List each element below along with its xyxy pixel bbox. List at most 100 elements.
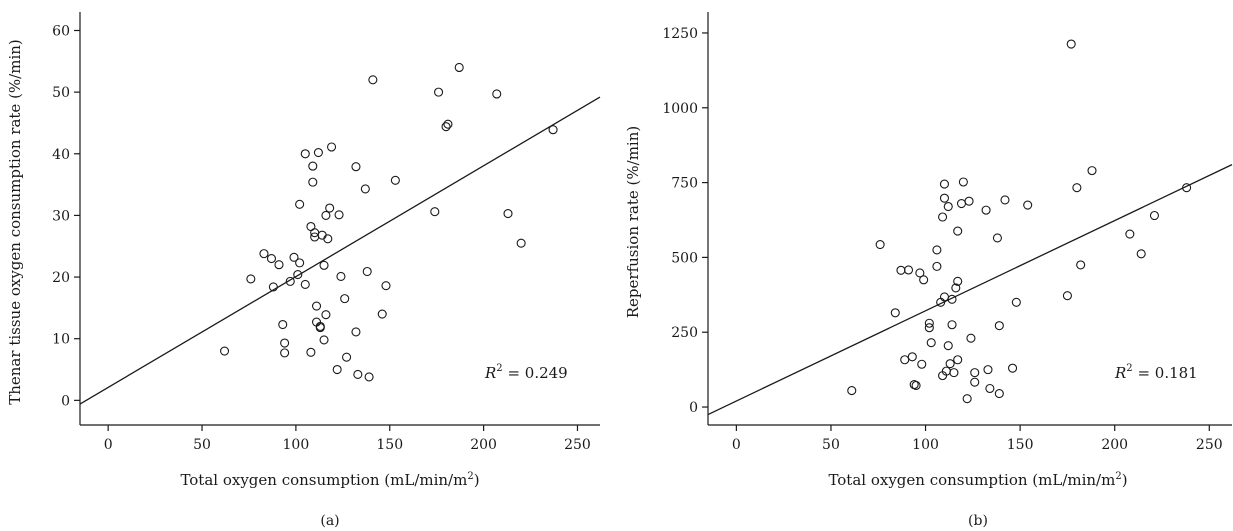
panel-b-data-point [896, 265, 906, 275]
panel-a-data-point [336, 271, 346, 281]
panel-a-data-point [313, 147, 323, 158]
panel-b-data-point [915, 268, 925, 278]
panel-a-x-tick-label: 200 [470, 437, 497, 453]
panel-a-data-point [334, 210, 344, 220]
panel-a-data-point [360, 184, 370, 194]
panel-a-data-point [362, 266, 372, 277]
panel-a-label: (a) [320, 513, 339, 529]
panel-a-data-point [300, 279, 310, 290]
panel-a-data-point [259, 249, 269, 259]
panel-a-data-point [492, 89, 502, 99]
panel-a-data-point [219, 346, 230, 356]
panel-b-data-point [847, 386, 857, 396]
panel-b-data-point [932, 261, 942, 271]
panel-a-x-tick-label: 150 [376, 437, 403, 453]
panel-b-x-tick-label: 100 [912, 437, 939, 453]
panel-b-data-point [900, 355, 910, 365]
panel-b-data-point [1072, 183, 1082, 193]
panel-b-label: (b) [968, 513, 988, 529]
panel-a-data-point [315, 323, 325, 333]
panel-b-data-point [970, 368, 980, 378]
panel-b-data-point [953, 276, 963, 286]
panel-a-data-point [353, 369, 363, 380]
panel-b-data-point [966, 333, 976, 343]
panel-a-data-point [321, 310, 331, 320]
panel-a-data-point [342, 352, 352, 362]
panel-b-x-tick-label: 0 [732, 437, 741, 453]
panel-b-data-point [994, 321, 1004, 331]
panel-a-data-point [368, 75, 378, 85]
panel-b-x-tick-label: 150 [1007, 437, 1034, 453]
panel-b-data-point [911, 380, 921, 391]
panel-b-data-point [953, 226, 963, 236]
panel-a-data-point [293, 270, 303, 280]
panel-b-data-point [1182, 183, 1192, 193]
panel-a-data-point [295, 199, 305, 209]
panel-a-data-point [390, 175, 400, 185]
panel-a-y-tick-label: 50 [52, 85, 70, 101]
panel-a-data-point [503, 209, 513, 219]
panel-b-data-point [943, 341, 953, 351]
panel-a-data-point [308, 177, 318, 187]
panel-a-data-point [332, 364, 342, 375]
panel-b-data-point [1066, 39, 1076, 49]
panel-a-x-tick-label: 250 [564, 437, 591, 453]
panel-b-data-point [939, 193, 950, 203]
panel-a-data-point [308, 161, 318, 171]
panel-a-data-point [364, 372, 374, 382]
panel-b-data-point [985, 383, 995, 394]
panel-b-x-tick-label: 250 [1196, 437, 1223, 453]
panel-b-data-point [983, 365, 993, 375]
panel-b-regression-line [707, 164, 1233, 416]
panel-b-data-point [956, 198, 967, 209]
panel-b-data-point [1000, 195, 1010, 205]
panel-a-y-tick-label: 10 [52, 332, 70, 348]
panel-a-data-point [377, 309, 387, 319]
panel-a-data-point [321, 210, 331, 220]
panel-b-x-tick-label: 200 [1101, 437, 1128, 453]
panel-a-data-point [351, 162, 361, 172]
panel-a-x-tick-label: 50 [193, 437, 211, 453]
panel-a-x-tick-label: 0 [104, 437, 113, 453]
panel-b-y-axis-title: Reperfusion rate (%/min) [624, 126, 642, 318]
panel-b-data-point [949, 368, 959, 378]
panel-b-data-point [907, 352, 917, 362]
panel-b-data-point [994, 389, 1004, 399]
panel-a-plot-area: 0 50 100 150 200 250 0 10 20 30 40 50 60 [52, 12, 601, 453]
panel-b-data-point [947, 294, 957, 304]
panel-b-data-point [992, 233, 1002, 243]
panel-b-y-tick-label: 500 [671, 250, 698, 266]
panel-b-data-point [1008, 363, 1018, 373]
panel-a-data-point [441, 122, 451, 132]
panel-a-data-point [323, 234, 333, 244]
panel-a-data-point [295, 258, 305, 268]
panel-a-data-point [274, 260, 284, 270]
panel-a-data-point [381, 281, 391, 291]
panel-b-data-point [953, 355, 963, 365]
panel-b-data-point [926, 338, 936, 348]
panel-b-data-point [981, 205, 991, 215]
panel-a-y-tick-label: 0 [61, 393, 70, 409]
panel-b-x-axis-title: Total oxygen consumption (mL/min/m2) [828, 471, 1127, 489]
panel-b-scatter-plot: 0 50 100 150 200 250 0 250 500 750 1000 1250 Reperf… [624, 12, 1233, 529]
panel-a-data-point [311, 301, 322, 311]
panel-b-data-point [939, 179, 950, 189]
panel-a-data-point [306, 347, 316, 357]
panel-a-data-point [516, 238, 526, 248]
panel-b-y-tick-label: 750 [671, 176, 698, 192]
panel-b-data-point [919, 275, 929, 285]
panel-b-r-squared-annotation: R2 = 0.181 [1114, 363, 1198, 382]
panel-a-scatter-plot: 0 50 100 150 200 250 0 10 20 30 40 50 60 Thenar tiss… [6, 12, 601, 529]
panel-a-data-point [430, 207, 440, 217]
panel-a-data-point [268, 282, 278, 292]
panel-b-data-point [1125, 229, 1135, 239]
panel-b-data-point [924, 318, 934, 328]
panel-a-regression-line [79, 96, 601, 405]
panel-a-x-tick-label: 100 [283, 437, 310, 453]
panel-b-data-point [958, 177, 968, 187]
panel-a-data-point [327, 142, 337, 152]
panel-b-data-point [890, 308, 900, 318]
panel-a-data-point [454, 62, 464, 73]
panel-b-data-point [1136, 249, 1146, 259]
